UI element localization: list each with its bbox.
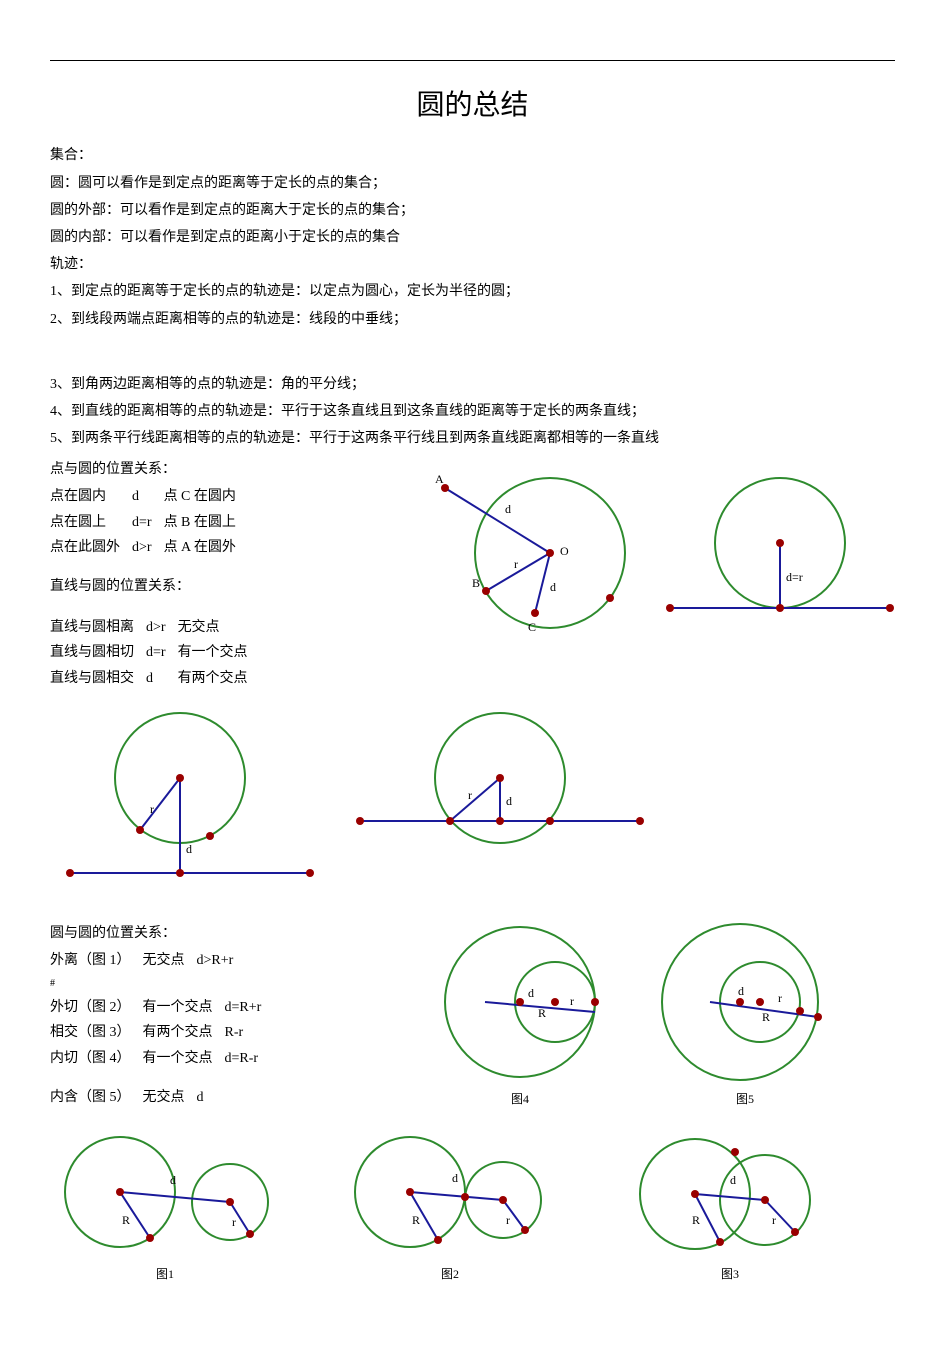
fig2-label: 图2 — [441, 1264, 459, 1286]
figure-point-circle: O A B C d r d — [410, 453, 660, 653]
svg-text:r: r — [150, 802, 154, 816]
figure-5-contained: d R r — [640, 917, 850, 1087]
hash-mark: # — [50, 975, 420, 993]
svg-text:R: R — [538, 1006, 546, 1020]
table-row: 点在圆上d=r点 B 在圆上 — [50, 510, 248, 535]
svg-text:d: d — [186, 842, 192, 856]
svg-text:A: A — [435, 472, 444, 486]
svg-text:d: d — [452, 1171, 458, 1185]
figure-2-ext-tangent: d R r — [340, 1122, 560, 1262]
svg-text:d: d — [738, 984, 744, 998]
track-5: 5、到两条平行线距离相等的点的轨迹是：平行于这两条平行线且到两条直线距离都相等的… — [50, 426, 895, 451]
svg-text:d=r: d=r — [786, 570, 803, 584]
point-circle-title: 点与圆的位置关系： — [50, 457, 410, 482]
table-row: 外离（图 1）无交点d>R+r — [50, 948, 245, 973]
table-row: 直线与圆相离d>r无交点 — [50, 615, 260, 640]
svg-text:r: r — [232, 1215, 236, 1229]
circle-circle-title: 圆与圆的位置关系： — [50, 921, 420, 946]
svg-text:R: R — [412, 1213, 420, 1227]
svg-text:d: d — [506, 794, 512, 808]
set-line-1: 圆：圆可以看作是到定点的距离等于定长的点的集合； — [50, 171, 895, 196]
svg-text:r: r — [506, 1213, 510, 1227]
svg-text:R: R — [692, 1213, 700, 1227]
set-line-2: 圆的外部：可以看作是到定点的距离大于定长的点的集合； — [50, 198, 895, 223]
page-title: 圆的总结 — [50, 81, 895, 131]
line-circle-title: 直线与圆的位置关系： — [50, 574, 410, 599]
table-row: 直线与圆相切d=r有一个交点 — [50, 640, 260, 665]
svg-text:r: r — [468, 788, 472, 802]
table-row: 内切（图 4）有一个交点d=R-r — [50, 1046, 273, 1071]
track-3: 3、到角两边距离相等的点的轨迹是：角的平分线； — [50, 372, 895, 397]
figure-line-intersect: r d — [350, 703, 650, 873]
fig4-label: 图4 — [511, 1089, 529, 1111]
svg-text:d: d — [505, 502, 511, 516]
svg-text:r: r — [772, 1213, 776, 1227]
svg-text:d: d — [170, 1173, 176, 1187]
svg-text:r: r — [778, 991, 782, 1005]
point-circle-table: 点在圆内d点 C 在圆内 点在圆上d=r点 B 在圆上 点在此圆外d>r点 A … — [50, 484, 248, 560]
track-1: 1、到定点的距离等于定长的点的轨迹是：以定点为圆心，定长为半径的圆； — [50, 279, 895, 304]
table-row: 相交（图 3）有两个交点R-r — [50, 1020, 273, 1045]
fig5-label: 图5 — [736, 1089, 754, 1111]
figure-line-separate: r d — [50, 703, 320, 893]
svg-text:R: R — [122, 1213, 130, 1227]
circle-circle-table: 外离（图 1）无交点d>R+r — [50, 948, 245, 973]
svg-text:O: O — [560, 544, 569, 558]
fig1-label: 图1 — [156, 1264, 174, 1286]
set-line-3: 圆的内部：可以看作是到定点的距离小于定长的点的集合 — [50, 225, 895, 250]
circle-circle-table-2: 外切（图 2）有一个交点d=R+r 相交（图 3）有两个交点R-r 内切（图 4… — [50, 995, 273, 1071]
table-row: 外切（图 2）有一个交点d=R+r — [50, 995, 273, 1020]
svg-text:d: d — [730, 1173, 736, 1187]
svg-text:R: R — [762, 1010, 770, 1024]
figure-tangent: d=r — [660, 453, 900, 653]
top-rule — [50, 60, 895, 61]
line-circle-table: 直线与圆相离d>r无交点 直线与圆相切d=r有一个交点 直线与圆相交d有两个交点 — [50, 615, 260, 691]
svg-text:B: B — [472, 576, 480, 590]
figure-3-intersect: d R r — [620, 1122, 840, 1262]
svg-text:r: r — [570, 994, 574, 1008]
table-row: 点在圆内d点 C 在圆内 — [50, 484, 248, 509]
heading-set: 集合： — [50, 143, 895, 168]
circle-circle-table-3: 内含（图 5）无交点d — [50, 1085, 216, 1110]
svg-text:C: C — [528, 620, 536, 634]
table-row: 点在此圆外d>r点 A 在圆外 — [50, 535, 248, 560]
table-row: 直线与圆相交d有两个交点 — [50, 666, 260, 691]
figure-4-inner-tangent: d R r — [420, 917, 620, 1087]
table-row: 内含（图 5）无交点d — [50, 1085, 216, 1110]
heading-track: 轨迹： — [50, 252, 895, 277]
svg-text:d: d — [550, 580, 556, 594]
fig3-label: 图3 — [721, 1264, 739, 1286]
svg-text:r: r — [514, 557, 518, 571]
figure-1-external: d R r — [50, 1122, 280, 1262]
svg-text:d: d — [528, 986, 534, 1000]
track-2: 2、到线段两端点距离相等的点的轨迹是：线段的中垂线； — [50, 307, 895, 332]
track-4: 4、到直线的距离相等的点的轨迹是：平行于这条直线且到这条直线的距离等于定长的两条… — [50, 399, 895, 424]
